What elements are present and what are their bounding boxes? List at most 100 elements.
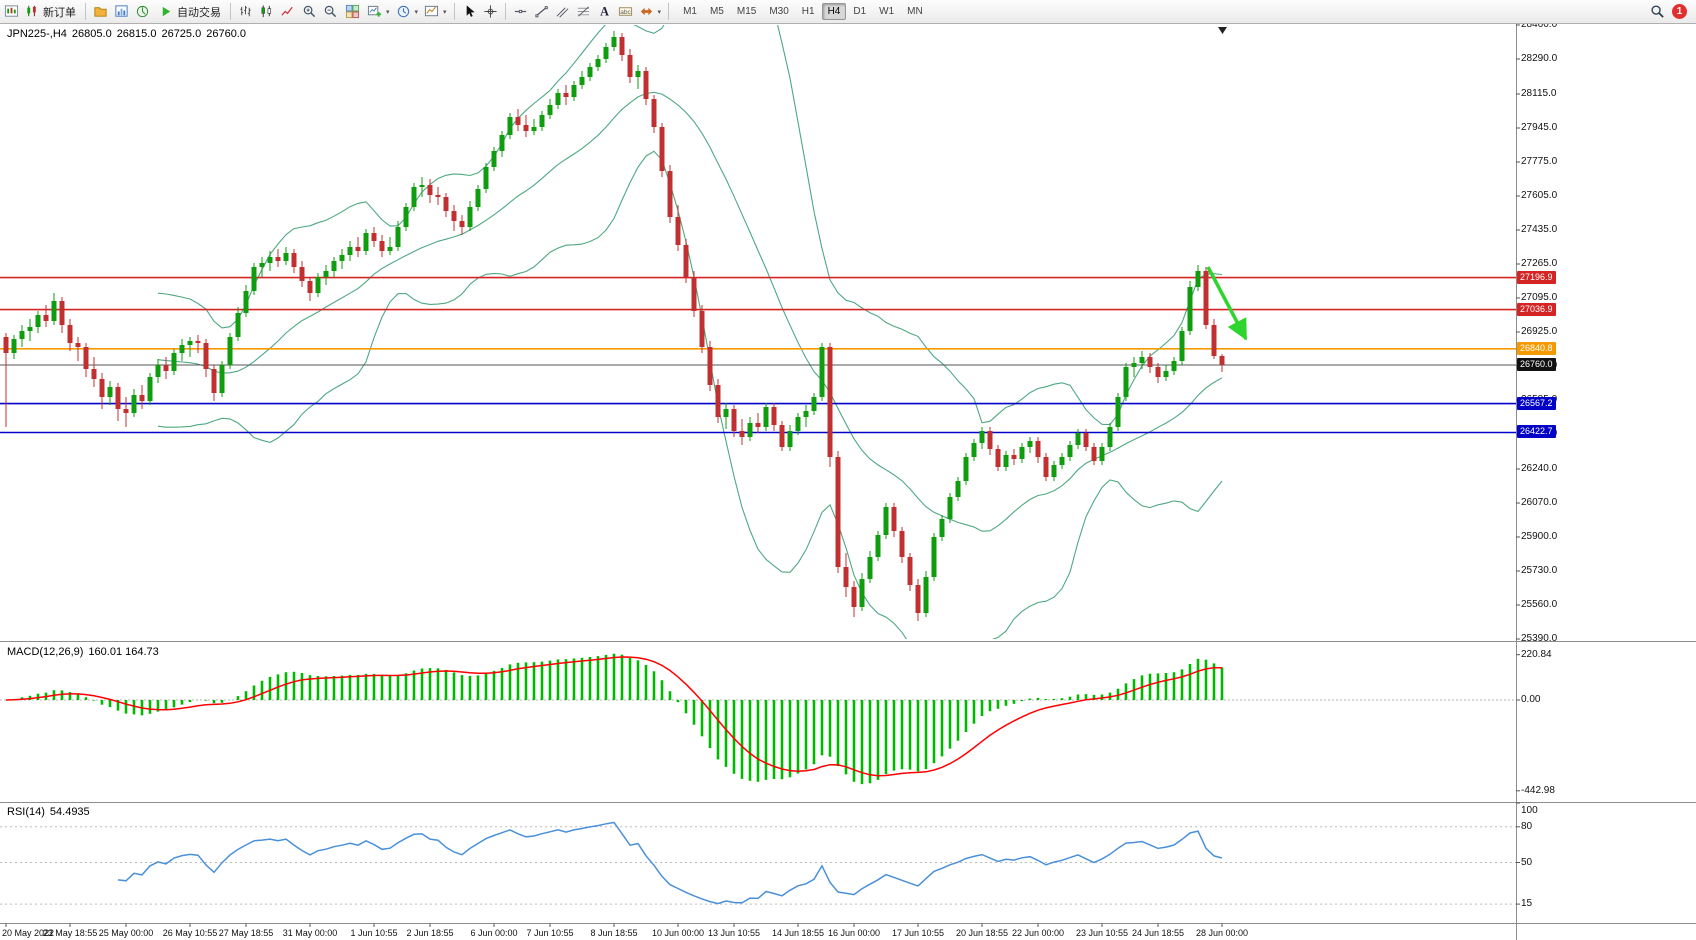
rsi-name: RSI(14) [7,806,45,818]
time-axis-label: 10 Jun 00:00 [651,928,705,938]
price-axis-label: 27605.0 [1521,190,1558,201]
cursor-button[interactable] [459,2,480,22]
text-button[interactable]: A [594,2,615,22]
high-value: 26815.0 [116,28,157,40]
timeframe-m30-button[interactable]: M30 [763,3,794,20]
horizontal-levels[interactable] [0,276,1516,434]
zoom-out-button[interactable] [320,2,341,22]
fibonacci-button[interactable] [573,2,594,22]
price-level-badge: 26567.2 [1517,397,1556,410]
label-icon: abc [618,4,633,19]
chart-template-button[interactable]: ▾ [421,2,450,22]
time-axis-label: 13 Jun 10:55 [707,928,761,938]
toolbar-separator [85,3,86,20]
time-axis-label: 17 Jun 10:55 [891,928,945,938]
price-axis-label: 28460.0 [1521,19,1558,30]
market-watch-button[interactable] [111,2,132,22]
new-order-button[interactable]: 新订单 [20,2,81,22]
channel-icon [555,4,570,19]
price-axis-label: 28115.0 [1521,88,1557,99]
time-axis-label: 1 Jun 10:55 [350,928,398,938]
toolbar-separator [230,3,231,20]
period-clock-button[interactable]: ▾ [393,2,422,22]
chart-template-icon [424,4,439,19]
annotation-arrow[interactable] [1206,266,1248,341]
arrows-icon [639,4,654,19]
toolbar-right: 1 [1650,4,1692,19]
macd-axis-label: -442.98 [1521,785,1555,796]
crosshair-button[interactable] [480,2,501,22]
toolbar-separator [668,3,670,20]
price-level-badge: 27036.9 [1517,303,1556,316]
panel-separators [0,24,1696,940]
timeframe-d1-button[interactable]: D1 [847,3,872,20]
bollinger-bands [157,25,1223,639]
label-button[interactable]: abc [615,2,636,22]
timeframe-h4-button[interactable]: H4 [821,3,847,20]
line-chart-icon [280,4,295,19]
dropdown-caret-icon: ▾ [386,8,390,16]
notification-badge[interactable]: 1 [1672,4,1687,19]
timeframe-w1-button[interactable]: W1 [873,3,900,20]
channel-button[interactable] [552,2,573,22]
rsi-values: 54.4935 [49,806,90,818]
horizontal-line-icon [513,4,528,19]
time-axis-label: 20 May 2022 [2,928,55,938]
timeframe-h1-button[interactable]: H1 [796,3,821,20]
macd-name: MACD(12,26,9) [7,646,84,658]
macd-values: 160.01 164.73 [88,646,159,658]
rsi-indicator-label: RSI(14) 54.4935 [7,806,95,818]
price-axis-label: 28290.0 [1521,53,1558,64]
bar-chart-icon [238,4,253,19]
price-level-badge: 27196.9 [1517,271,1556,284]
zoom-in-icon [302,4,317,19]
rsi-axis-label: 80 [1521,821,1533,832]
price-axis-label: 26925.0 [1521,326,1558,337]
toolbar-separator [453,3,455,20]
timeframe-mn-button[interactable]: MN [901,3,929,20]
trendline-button[interactable] [531,2,552,22]
fibonacci-icon [576,4,591,19]
macd-axis-label: 0.00 [1521,694,1541,705]
candlestick-chart-button[interactable] [256,2,277,22]
period-clock-icon [396,4,411,19]
macd-axis-label: 220.84 [1521,649,1552,660]
rsi-axis-label: 50 [1521,857,1533,868]
new-order-label: 新订单 [43,6,76,19]
search-icon[interactable] [1650,4,1665,19]
timeframe-m15-button[interactable]: M15 [731,3,762,20]
text-icon: A [597,4,612,19]
time-axis-label: 28 Jun 00:00 [1195,928,1249,938]
price-axis-label: 27435.0 [1521,224,1558,235]
time-axis-label: 25 May 00:00 [98,928,154,938]
tile-windows-icon [345,4,360,19]
accounts-button[interactable] [90,2,111,22]
timeframe-m5-button[interactable]: M5 [704,3,730,20]
svg-text:abc: abc [620,9,631,16]
time-axis-label: 23 May 18:55 [42,928,98,938]
new-chart-button[interactable]: ▾ [364,2,393,22]
timeframe-m1-button[interactable]: M1 [677,3,703,20]
price-axis-label: 26240.0 [1521,463,1558,474]
price-axis-label: 27945.0 [1521,122,1558,133]
arrows-button[interactable]: ▾ [636,2,665,22]
auto-trading-label: 自动交易 [177,6,221,19]
time-axis-label: 26 May 10:55 [162,928,218,938]
tile-windows-button[interactable] [342,2,363,22]
crosshair-icon [483,4,498,19]
auto-trading-button[interactable]: 自动交易 [154,2,226,22]
chart-ohlc-header: JPN225-,H4 26805.0 26815.0 26725.0 26760.0 [7,28,251,40]
time-axis-label: 24 Jun 18:55 [1131,928,1185,938]
low-value: 26725.0 [161,28,202,40]
zoom-in-button[interactable] [299,2,320,22]
macd-indicator-label: MACD(12,26,9) 160.01 164.73 [7,646,164,658]
line-chart-button[interactable] [277,2,298,22]
time-axis-ticks [5,923,1223,927]
close-value: 26760.0 [206,28,246,40]
price-axis-label: 26070.0 [1521,497,1558,508]
horizontal-line-button[interactable] [510,2,531,22]
time-axis-label: 8 Jun 18:55 [590,928,638,938]
bar-chart-button[interactable] [235,2,256,22]
navigator-button[interactable] [132,2,153,22]
